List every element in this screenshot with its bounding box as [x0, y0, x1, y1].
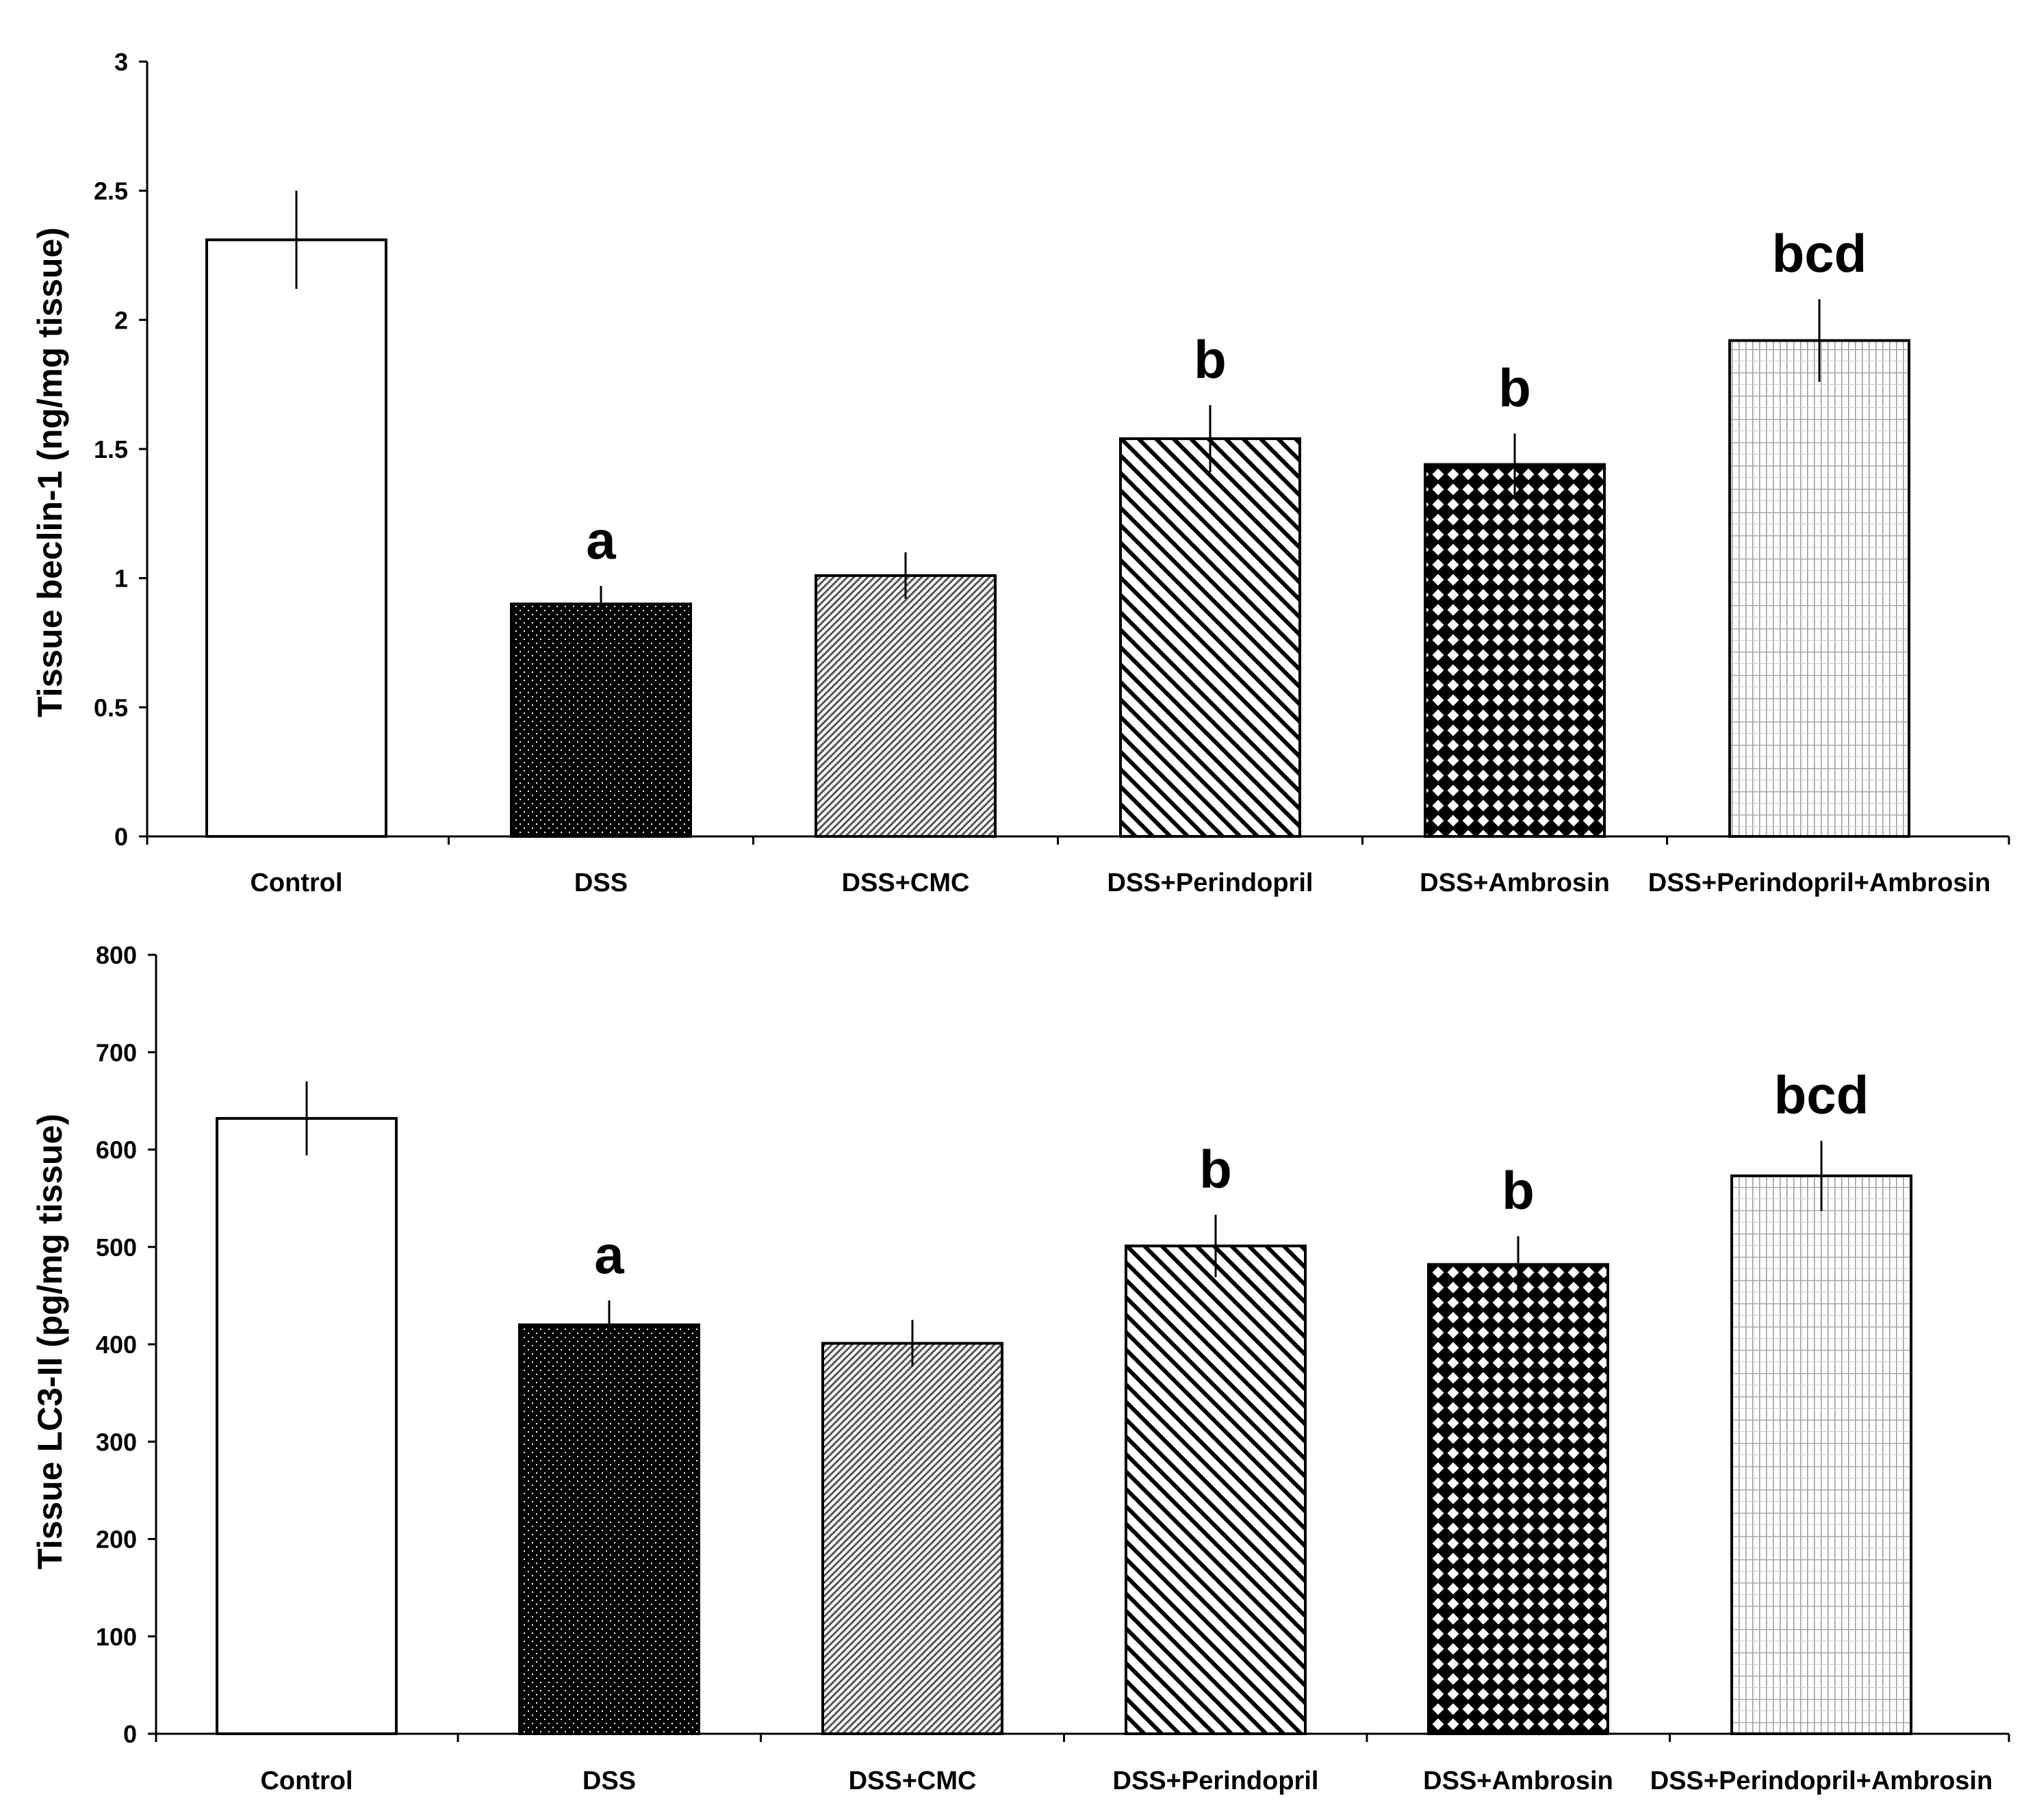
category-label: DSS+Ambrosin: [1423, 1767, 1613, 1795]
y-tick-label: 2: [114, 306, 128, 334]
y-tick-label: 2.5: [94, 177, 128, 205]
significance-label: b: [1194, 329, 1227, 389]
y-axis-label: Tissue beclin-1 (ng/mg tissue): [31, 227, 69, 717]
bar-dss-cmc: [815, 574, 997, 838]
category-label: DSS+Ambrosin: [1420, 869, 1610, 897]
y-tick-label: 500: [96, 1233, 137, 1261]
bar-dss-cmc: [821, 1342, 1003, 1735]
y-tick-label: 3: [114, 48, 128, 76]
bar-dss-perindopril-ambrosin: [1730, 1174, 1912, 1735]
y-tick-label: 0: [123, 1720, 137, 1748]
bar-dss-perindopril: [1125, 1244, 1307, 1735]
bar-dss: [510, 602, 692, 838]
bar-dss: [518, 1323, 700, 1736]
bar-dss-perindopril: [1119, 437, 1301, 838]
significance-label: a: [594, 1225, 624, 1285]
y-tick-label: 0: [114, 823, 128, 851]
bar-dss-perindopril-ambrosin: [1728, 339, 1910, 838]
category-label: Control: [260, 1767, 353, 1795]
y-axis-label: Tissue LC3-II (pg/mg tissue): [31, 1114, 69, 1569]
y-tick-label: 1: [114, 565, 128, 593]
y-tick-label: 1.5: [94, 435, 128, 463]
category-label: DSS+CMC: [849, 1767, 977, 1795]
significance-label: b: [1199, 1139, 1232, 1199]
y-tick-label: 600: [96, 1136, 137, 1164]
significance-label: b: [1502, 1160, 1535, 1220]
category-label: DSS: [574, 869, 628, 897]
category-label: DSS+Perindopril: [1113, 1767, 1319, 1795]
bar-control: [205, 238, 387, 838]
y-tick-label: 200: [96, 1526, 137, 1554]
category-label: DSS+Perindopril+Ambrosin: [1650, 1767, 1993, 1795]
beclin-1-bar-chart: Tissue beclin-1 (ng/mg tissue) 0 0.5 1 1.5 2…: [31, 48, 2010, 897]
significance-label: b: [1498, 357, 1531, 418]
bar-dss-ambrosin: [1424, 463, 1606, 838]
significance-label: a: [586, 510, 616, 570]
y-tick-label: 400: [96, 1331, 137, 1359]
significance-label: bcd: [1774, 1065, 1869, 1125]
y-tick-label: 100: [96, 1623, 137, 1651]
category-label: Control: [250, 869, 342, 897]
category-label: DSS+Perindopril: [1107, 869, 1314, 897]
category-label: DSS: [582, 1767, 636, 1795]
significance-label: bcd: [1772, 223, 1867, 283]
bar-dss-ambrosin: [1427, 1263, 1609, 1735]
lc3-ii-bar-chart: Tissue LC3-II (pg/mg tissue) 0 100 200 300 4…: [31, 941, 2010, 1795]
category-label: DSS+Perindopril+Ambrosin: [1648, 869, 1990, 897]
y-tick-label: 300: [96, 1428, 137, 1456]
y-tick-label: 800: [96, 941, 137, 969]
y-tick-label: 0.5: [94, 693, 128, 721]
bar-control: [216, 1116, 398, 1735]
category-label: DSS+CMC: [842, 869, 970, 897]
y-tick-label: 700: [96, 1038, 137, 1066]
